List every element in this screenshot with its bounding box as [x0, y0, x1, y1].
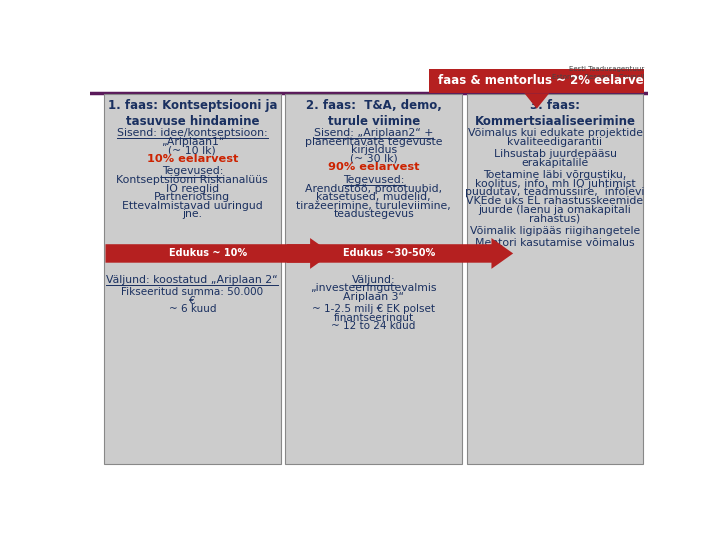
Text: 90% eelarvest: 90% eelarvest [328, 163, 419, 172]
Text: Tegevused:: Tegevused: [343, 175, 405, 185]
FancyBboxPatch shape [104, 94, 281, 464]
Text: Toetamine läbi võrgustiku,: Toetamine läbi võrgustiku, [483, 170, 626, 180]
Text: 3. faas:
Kommertsiaaliseerimine: 3. faas: Kommertsiaaliseerimine [474, 99, 636, 128]
Text: puudutav, teadmussiire,  infolevi: puudutav, teadmussiire, infolevi [465, 187, 644, 198]
Polygon shape [106, 238, 332, 269]
Text: Edukus ~ 10%: Edukus ~ 10% [168, 248, 247, 259]
Text: Tegevused:: Tegevused: [161, 166, 223, 176]
Text: Edukus ~30-50%: Edukus ~30-50% [343, 248, 436, 259]
Text: „Ariplaan1“: „Ariplaan1“ [161, 137, 224, 146]
Text: tiražeerimine, turuleviimine,: tiražeerimine, turuleviimine, [296, 201, 451, 211]
Text: Eesti Teadusagentuur
Estonian Research Council: Eesti Teadusagentuur Estonian Research C… [552, 66, 644, 80]
Text: ~ 1-2.5 milj € EK polset: ~ 1-2.5 milj € EK polset [312, 304, 435, 314]
Text: Sisend: idee/kontseptsioon:: Sisend: idee/kontseptsioon: [117, 128, 268, 138]
Text: kvaliteedigarantii: kvaliteedigarantii [508, 137, 603, 146]
Text: Mentori kasutamise võimalus: Mentori kasutamise võimalus [475, 238, 635, 248]
Polygon shape [524, 93, 549, 109]
Text: Ariplaan 3“: Ariplaan 3“ [343, 292, 404, 302]
Text: planeeritavate tegevuste: planeeritavate tegevuste [305, 137, 442, 146]
Text: Partneriotsing: Partneriotsing [154, 192, 230, 202]
Text: katsetused, mudelid,: katsetused, mudelid, [316, 192, 431, 202]
Text: Lihsustab juurdepääsu: Lihsustab juurdepääsu [493, 149, 616, 159]
Text: 10% eelarvest: 10% eelarvest [147, 154, 238, 164]
Text: kirjeldus: kirjeldus [351, 145, 397, 155]
Text: (~ 10 lk): (~ 10 lk) [168, 145, 216, 155]
Text: 1. faas: Kontseptsiooni ja
tasuvuse hindamine: 1. faas: Kontseptsiooni ja tasuvuse hind… [107, 99, 277, 128]
Text: Sisend: „Ariplaan2“ +: Sisend: „Ariplaan2“ + [314, 128, 433, 138]
Text: Võimalus kui edukate projektide: Võimalus kui edukate projektide [467, 128, 642, 138]
Text: Väljund: koostatud „Ariplaan 2“: Väljund: koostatud „Ariplaan 2“ [107, 275, 278, 285]
Text: Arendustoö, prototuubid,: Arendustoö, prototuubid, [305, 184, 442, 193]
Text: Võimalik ligipääs riigihangetele: Võimalik ligipääs riigihangetele [470, 226, 640, 236]
FancyBboxPatch shape [429, 69, 644, 93]
FancyBboxPatch shape [285, 94, 462, 464]
Text: VKEde uks EL rahastusskeemide: VKEde uks EL rahastusskeemide [467, 196, 644, 206]
Text: teadustegevus: teadustegevus [333, 210, 414, 219]
Text: €: € [189, 296, 196, 306]
Text: 3.  faas & mentorlus ~ 2% eelarvest: 3. faas & mentorlus ~ 2% eelarvest [417, 75, 657, 87]
Text: (~ 30 lk): (~ 30 lk) [350, 154, 397, 164]
Text: juurde (laenu ja omakapitali: juurde (laenu ja omakapitali [479, 205, 631, 214]
Text: Kontseptsiooni Riskianalüüs: Kontseptsiooni Riskianalüüs [117, 175, 268, 185]
FancyBboxPatch shape [467, 94, 644, 464]
Text: jne.: jne. [182, 210, 202, 219]
Text: erakapitalile: erakapitalile [521, 158, 589, 167]
Text: IO reeglid: IO reeglid [166, 184, 219, 193]
Text: „investeeringutevalmis: „investeeringutevalmis [310, 284, 437, 293]
Text: ~ 12 to 24 kuud: ~ 12 to 24 kuud [331, 321, 416, 331]
Text: rahastus): rahastus) [529, 213, 580, 223]
Text: 2. faas:  T&A, demo,
turule viimine: 2. faas: T&A, demo, turule viimine [306, 99, 441, 128]
Text: Väljund:: Väljund: [352, 275, 395, 285]
Polygon shape [287, 238, 513, 269]
Text: koolitus, info, mh IO juhtimist: koolitus, info, mh IO juhtimist [474, 179, 635, 189]
Text: Fikseeritud summa: 50.000: Fikseeritud summa: 50.000 [121, 287, 264, 298]
Text: finantseeringut: finantseeringut [333, 313, 414, 323]
Text: Ettevalmistavad uuringud: Ettevalmistavad uuringud [122, 201, 263, 211]
Text: ~ 6 kuud: ~ 6 kuud [168, 304, 216, 314]
